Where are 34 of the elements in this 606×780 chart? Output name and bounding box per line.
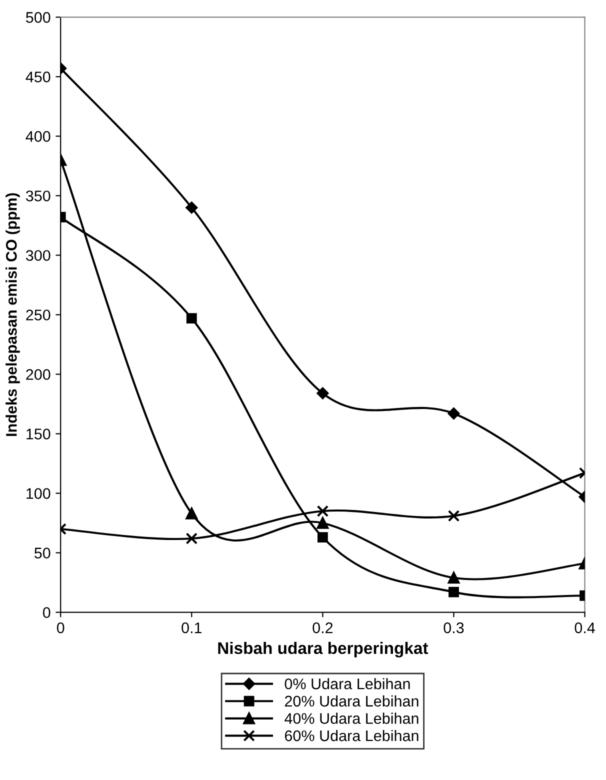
point [317, 532, 328, 543]
y-tick-label: 50 [34, 548, 50, 558]
x-tick-label: 0.2 [312, 622, 333, 634]
legend-label: 0% Udara Lebihan [284, 678, 410, 690]
y-tick-label: 500 [26, 12, 50, 23]
y-tick-label: 350 [26, 190, 50, 202]
y-tick-label: 0 [42, 607, 50, 618]
legend-label: 60% Udara Lebihan [284, 730, 418, 742]
point [316, 387, 329, 400]
y-tick-label: 150 [26, 428, 50, 440]
point [186, 532, 198, 544]
legend-label: 20% Udara Lebihan [284, 695, 418, 707]
legend-label: 40% Udara Lebihan [284, 712, 418, 724]
point [448, 510, 460, 522]
x-tick-label: 0.3 [444, 622, 464, 634]
point [448, 586, 459, 598]
y-tick-label: 200 [26, 369, 50, 380]
point [316, 505, 329, 518]
point [186, 313, 197, 324]
x-tick-label: 0 [56, 622, 64, 634]
point [448, 572, 460, 584]
y-tick-label: 100 [26, 488, 50, 499]
x-tick-label: 0.1 [182, 622, 202, 634]
point [316, 517, 329, 529]
y-tick-label: 400 [26, 131, 50, 142]
y-tick-label: 450 [26, 72, 50, 82]
point [448, 408, 460, 420]
point [186, 508, 198, 520]
x-axis-title: Nisbah udara berperingkat [218, 642, 428, 658]
y-tick-label: 300 [26, 250, 50, 261]
y-axis-title: Indeks pelepasan emisi CO (ppm) [6, 193, 20, 436]
y-tick-label: 250 [26, 310, 50, 320]
point [186, 202, 198, 214]
x-tick-label: 0.4 [574, 622, 595, 634]
